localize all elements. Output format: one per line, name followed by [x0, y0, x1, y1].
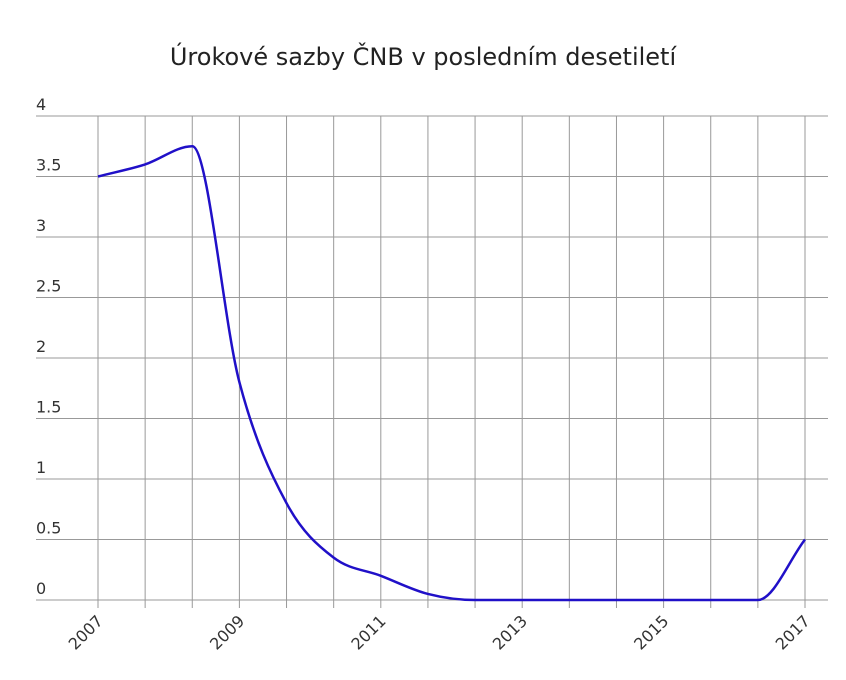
- y-tick-label: 3: [36, 216, 46, 235]
- x-tick-label: 2007: [65, 611, 107, 653]
- y-tick-label: 0: [36, 579, 46, 598]
- x-tick-label: 2011: [347, 611, 389, 653]
- y-tick-label: 2.5: [36, 277, 61, 296]
- chart-title: Úrokové sazby ČNB v posledním desetiletí: [170, 41, 678, 71]
- x-tick-label: 2015: [630, 611, 672, 653]
- y-tick-label: 4: [36, 95, 46, 114]
- x-tick-label: 2009: [206, 611, 248, 653]
- y-tick-label: 1: [36, 458, 46, 477]
- y-tick-label: 1.5: [36, 398, 61, 417]
- y-tick-label: 3.5: [36, 156, 61, 175]
- x-tick-label: 2017: [772, 611, 814, 653]
- y-tick-label: 2: [36, 337, 46, 356]
- x-tick-label: 2013: [489, 611, 531, 653]
- data-line: [97, 144, 806, 602]
- y-tick-label: 0.5: [36, 519, 61, 538]
